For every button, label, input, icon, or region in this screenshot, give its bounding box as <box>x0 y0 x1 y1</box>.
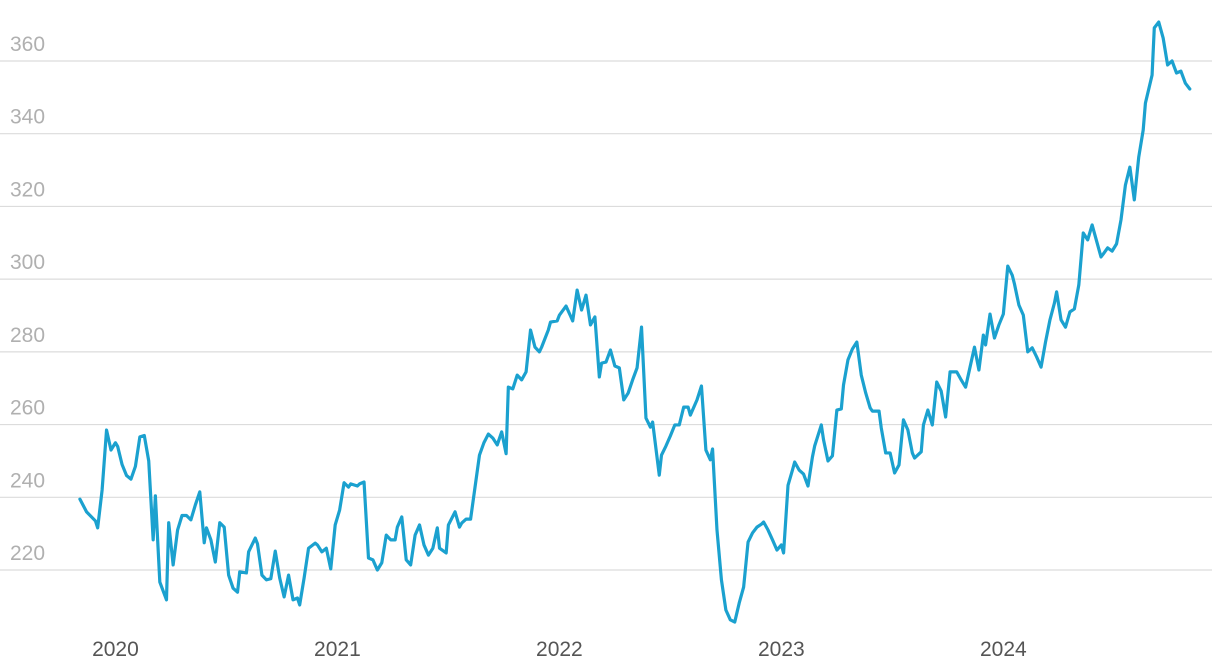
y-tick-label: 340 <box>10 106 45 129</box>
y-tick-label: 240 <box>10 469 45 492</box>
y-tick-label: 280 <box>10 324 45 347</box>
y-tick-label: 360 <box>10 33 45 56</box>
series-line <box>78 20 1192 624</box>
x-tick-label: 2021 <box>314 638 361 661</box>
x-tick-label: 2023 <box>758 638 805 661</box>
x-tick-label: 2022 <box>536 638 583 661</box>
x-tick-label: 2020 <box>92 638 139 661</box>
y-tick-label: 260 <box>10 397 45 420</box>
y-tick-label: 320 <box>10 178 45 201</box>
y-tick-label: 300 <box>10 251 45 274</box>
x-tick-label: 2024 <box>980 638 1027 661</box>
y-tick-label: 220 <box>10 542 45 565</box>
